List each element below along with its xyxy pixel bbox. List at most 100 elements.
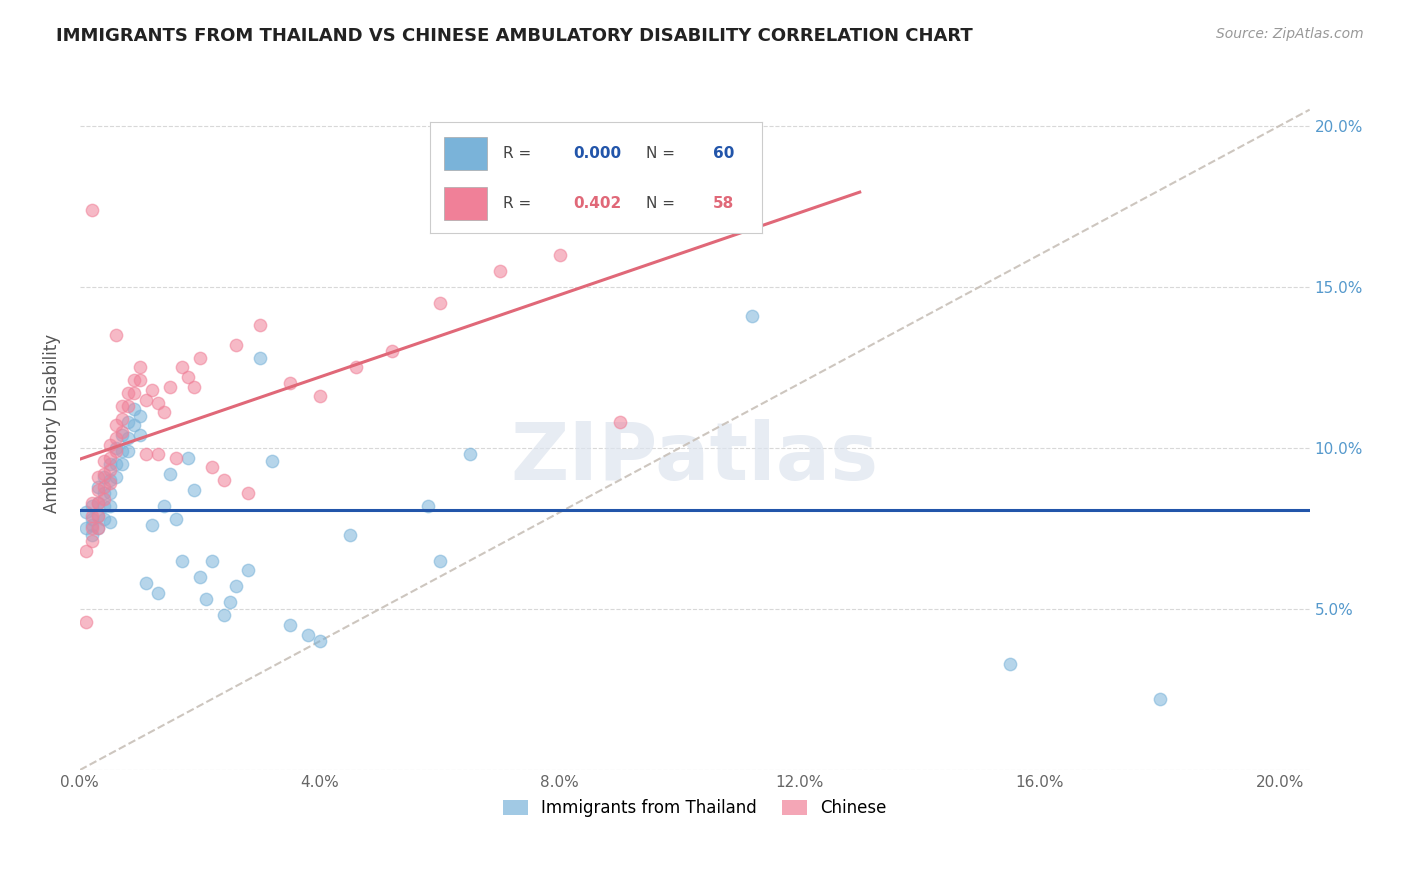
Point [122, 402, 145, 417]
Point [188, 570, 211, 584]
Point [344, 360, 367, 375]
Point [339, 528, 361, 542]
Point [75, 615, 97, 629]
Point [122, 386, 145, 401]
Point [87, 508, 110, 523]
Point [153, 499, 176, 513]
Point [429, 296, 451, 310]
Text: IMMIGRANTS FROM THAILAND VS CHINESE AMBULATORY DISABILITY CORRELATION CHART: IMMIGRANTS FROM THAILAND VS CHINESE AMBU… [56, 27, 973, 45]
Point [80, 495, 103, 509]
Point [80, 521, 103, 535]
Point [122, 373, 145, 387]
Point [98, 473, 121, 487]
Point [98, 437, 121, 451]
Point [278, 618, 301, 632]
Point [165, 450, 187, 465]
Point [236, 486, 259, 500]
Point [80, 499, 103, 513]
Point [297, 628, 319, 642]
Point [488, 263, 510, 277]
Point [93, 470, 115, 484]
Point [80, 512, 103, 526]
Point [249, 318, 271, 333]
Point [146, 586, 169, 600]
Point [146, 396, 169, 410]
Point [141, 383, 163, 397]
Text: ZIPatlas: ZIPatlas [510, 419, 879, 498]
Point [80, 518, 103, 533]
Point [170, 553, 193, 567]
Point [93, 512, 115, 526]
Y-axis label: Ambulatory Disability: Ambulatory Disability [44, 334, 60, 513]
Point [80, 528, 103, 542]
Point [87, 483, 110, 497]
Point [128, 428, 150, 442]
Point [98, 450, 121, 465]
Point [741, 309, 763, 323]
Point [170, 360, 193, 375]
Point [135, 392, 157, 407]
Point [87, 479, 110, 493]
Point [104, 431, 127, 445]
Point [141, 518, 163, 533]
Point [188, 351, 211, 365]
Point [104, 470, 127, 484]
Point [87, 470, 110, 484]
Point [98, 476, 121, 491]
Point [416, 499, 439, 513]
Point [111, 412, 134, 426]
Point [93, 492, 115, 507]
Point [98, 486, 121, 500]
Point [212, 608, 235, 623]
Point [93, 467, 115, 481]
Point [117, 386, 139, 401]
Point [429, 553, 451, 567]
Point [93, 486, 115, 500]
Point [225, 338, 247, 352]
Point [609, 415, 631, 429]
Point [93, 479, 115, 493]
Point [308, 389, 330, 403]
Point [104, 441, 127, 455]
Point [458, 447, 481, 461]
Point [278, 376, 301, 391]
Point [159, 379, 181, 393]
Point [98, 499, 121, 513]
Point [308, 634, 330, 648]
Point [111, 428, 134, 442]
Point [98, 457, 121, 471]
Point [548, 247, 571, 261]
Point [201, 553, 224, 567]
Point [111, 399, 134, 413]
Point [117, 415, 139, 429]
Point [117, 431, 139, 445]
Point [177, 450, 200, 465]
Point [201, 460, 224, 475]
Point [87, 508, 110, 523]
Point [87, 495, 110, 509]
Point [998, 657, 1021, 671]
Point [249, 351, 271, 365]
Point [135, 447, 157, 461]
Point [146, 447, 169, 461]
Point [135, 576, 157, 591]
Point [93, 499, 115, 513]
Text: Source: ZipAtlas.com: Source: ZipAtlas.com [1216, 27, 1364, 41]
Point [128, 409, 150, 423]
Point [87, 521, 110, 535]
Point [381, 344, 404, 359]
Point [75, 521, 97, 535]
Point [159, 467, 181, 481]
Point [104, 328, 127, 343]
Point [111, 444, 134, 458]
Point [122, 418, 145, 433]
Point [218, 595, 240, 609]
Point [80, 534, 103, 549]
Point [260, 454, 283, 468]
Point [111, 425, 134, 439]
Point [93, 454, 115, 468]
Point [75, 544, 97, 558]
Point [153, 405, 176, 419]
Point [117, 444, 139, 458]
Point [117, 399, 139, 413]
